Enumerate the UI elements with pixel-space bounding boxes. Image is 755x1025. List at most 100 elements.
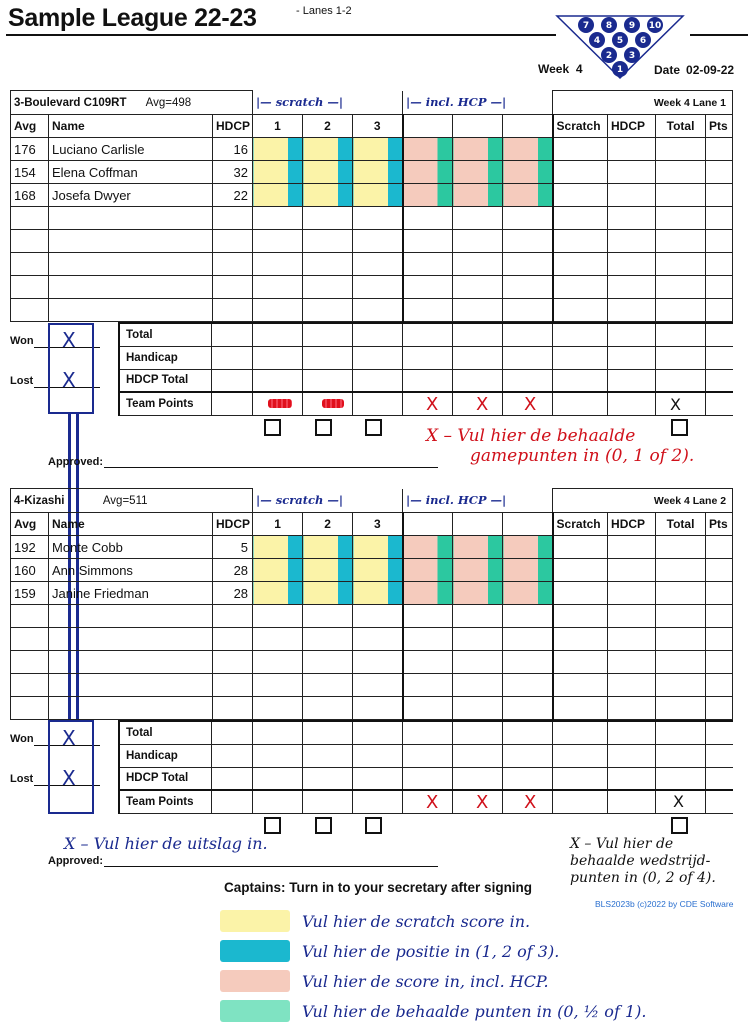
- col-pts: Pts: [705, 114, 734, 138]
- col-hdcp: HDCP: [212, 114, 253, 138]
- captains-instruction: Captains: Turn in to your secretary afte…: [224, 880, 533, 895]
- sheet-title: Sample League 22-23: [8, 4, 257, 32]
- hcp-score-cell[interactable]: [401, 137, 454, 161]
- date-value: 02-09-22: [686, 63, 735, 77]
- pin-number: 10: [649, 21, 662, 31]
- won-lost-box[interactable]: [48, 323, 94, 414]
- game2-checkbox[interactable]: [315, 419, 332, 436]
- score-cell[interactable]: [352, 581, 404, 605]
- score-cell[interactable]: [352, 558, 404, 582]
- score-cell[interactable]: [352, 535, 404, 559]
- hcp-bracket: |— incl. HCP —|: [402, 488, 554, 513]
- red-x-mark: X: [524, 792, 537, 813]
- score-cell[interactable]: [302, 581, 354, 605]
- team-point-scribble: [268, 399, 292, 408]
- col-avg: Avg: [10, 512, 49, 536]
- col-avg: Avg: [10, 114, 49, 138]
- blue-note: X – Vul hier de uitslag in.: [64, 834, 268, 853]
- hcp-score-cell[interactable]: [502, 581, 554, 605]
- game1-checkbox[interactable]: [264, 419, 281, 436]
- pin-6-icon: [635, 32, 651, 48]
- lost-mark: X: [62, 368, 76, 392]
- black-note: X – Vul hier de behaalde wedstrijd- punt…: [570, 836, 716, 886]
- hcp-score-cell[interactable]: [502, 137, 554, 161]
- handicap-label: Handicap: [118, 744, 211, 768]
- hcp-score-cell[interactable]: [502, 183, 554, 207]
- pin-8-icon: [601, 17, 617, 33]
- pin-number: 6: [640, 36, 646, 46]
- game1-checkbox[interactable]: [264, 817, 281, 834]
- week-lane-label: Week 4 Lane 2: [552, 488, 734, 513]
- won-lost-box[interactable]: [48, 720, 94, 814]
- approved-signature-line[interactable]: [104, 467, 438, 468]
- empty-row: [10, 298, 734, 322]
- empty-row: [10, 206, 734, 230]
- pin-2-icon: [601, 47, 617, 63]
- empty-row: [10, 627, 734, 651]
- hcp-score-cell[interactable]: [502, 160, 554, 184]
- hcp-score-cell[interactable]: [452, 581, 504, 605]
- hcp-score-cell[interactable]: [502, 558, 554, 582]
- team2-footer: Total Handicap HDCP Total Team Points: [118, 720, 733, 814]
- score-cell[interactable]: [252, 183, 303, 207]
- pin-9-icon: [624, 17, 640, 33]
- score-cell[interactable]: [302, 137, 353, 161]
- software-credit: BLS2023b (c)2022 by CDE Software: [595, 899, 734, 909]
- yellow-swatch: [220, 910, 290, 932]
- red-note: X – Vul hier de behaalde: [426, 426, 636, 446]
- score-cell[interactable]: [252, 535, 304, 559]
- total-checkbox[interactable]: [671, 419, 688, 436]
- pin-number: 2: [606, 51, 612, 61]
- score-cell[interactable]: [302, 183, 353, 207]
- hcp-score-cell[interactable]: [452, 183, 504, 207]
- lanes-label: - Lanes 1-2: [296, 5, 352, 17]
- hcp-score-cell[interactable]: [401, 183, 454, 207]
- pin-4-icon: [589, 32, 605, 48]
- team-avg: Avg=511: [102, 494, 148, 507]
- team-name: 4-Kizashi: [14, 494, 65, 507]
- game3-checkbox[interactable]: [365, 817, 382, 834]
- player-row: 154 Elena Coffman 32: [10, 160, 734, 184]
- hcp-score-cell[interactable]: [401, 581, 454, 605]
- game2-checkbox[interactable]: [315, 817, 332, 834]
- score-cell[interactable]: [252, 137, 303, 161]
- score-cell[interactable]: [252, 160, 303, 184]
- legend-item: Vul hier de behaalde punten in (0, ½ of …: [220, 996, 740, 1025]
- legend-item: Vul hier de positie in (1, 2 of 3).: [220, 936, 740, 966]
- player-row: 159 Janine Friedman 28: [10, 581, 734, 605]
- score-cell[interactable]: [351, 137, 404, 161]
- score-cell[interactable]: [302, 535, 354, 559]
- game3-checkbox[interactable]: [365, 419, 382, 436]
- col-name: Name: [48, 512, 213, 536]
- hcp-score-cell[interactable]: [401, 535, 454, 559]
- hcp-score-cell[interactable]: [502, 535, 554, 559]
- pin-5-icon: [612, 32, 628, 48]
- hcp-score-cell[interactable]: [452, 535, 504, 559]
- score-cell[interactable]: [351, 183, 404, 207]
- hcp-score-cell[interactable]: [452, 160, 504, 184]
- team1-scoresheet: 3-Boulevard C109RT Avg=498 |— scratch —|…: [10, 90, 734, 402]
- red-x-mark: X: [476, 792, 489, 813]
- col-total: Total: [655, 114, 707, 138]
- hcp-score-cell[interactable]: [452, 558, 504, 582]
- team1-footer: Total Handicap HDCP Total Team Points: [118, 322, 733, 416]
- color-legend: Vul hier de scratch score in. Vul hier d…: [220, 906, 740, 1025]
- scratch-bracket: |— scratch —|: [251, 90, 404, 115]
- player-row: 192 Monte Cobb 5: [10, 535, 734, 559]
- scratch-bracket: |— scratch —|: [252, 488, 404, 513]
- score-cell[interactable]: [302, 160, 353, 184]
- hcp-score-cell[interactable]: [401, 558, 454, 582]
- score-cell[interactable]: [252, 581, 304, 605]
- score-cell[interactable]: [252, 558, 304, 582]
- approved-signature-line[interactable]: [104, 866, 438, 867]
- col-game3: 3: [352, 512, 404, 536]
- hcp-score-cell[interactable]: [452, 137, 504, 161]
- score-cell[interactable]: [302, 558, 354, 582]
- total-checkbox[interactable]: [671, 817, 688, 834]
- red-x-mark: X: [524, 394, 537, 415]
- pin-7-icon: [578, 17, 594, 33]
- won-mark: X: [62, 726, 76, 750]
- empty-row: [10, 229, 734, 253]
- score-cell[interactable]: [351, 160, 404, 184]
- hcp-score-cell[interactable]: [401, 160, 454, 184]
